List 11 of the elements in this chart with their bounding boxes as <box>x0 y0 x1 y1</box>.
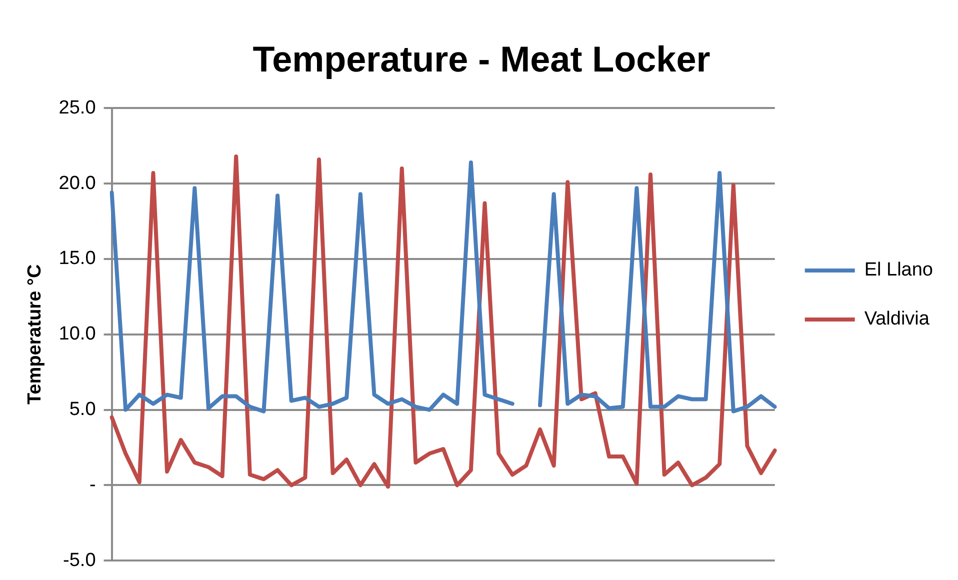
y-tick-label: 20.0 <box>58 172 96 194</box>
legend-label: Valdivia <box>864 308 930 330</box>
y-tick-label: 5.0 <box>69 399 96 420</box>
legend-label: El Llano <box>864 260 934 281</box>
y-tick-label: - <box>89 474 96 496</box>
y-tick-label: -5.0 <box>63 550 96 571</box>
y-tick-label: 10.0 <box>58 324 96 345</box>
chart-title: Temperature - Meat Locker <box>252 38 710 80</box>
y-tick-label: 15.0 <box>58 248 96 270</box>
y-tick-label: 25.0 <box>58 97 96 118</box>
y-axis-title: Temperature °C <box>24 264 46 405</box>
